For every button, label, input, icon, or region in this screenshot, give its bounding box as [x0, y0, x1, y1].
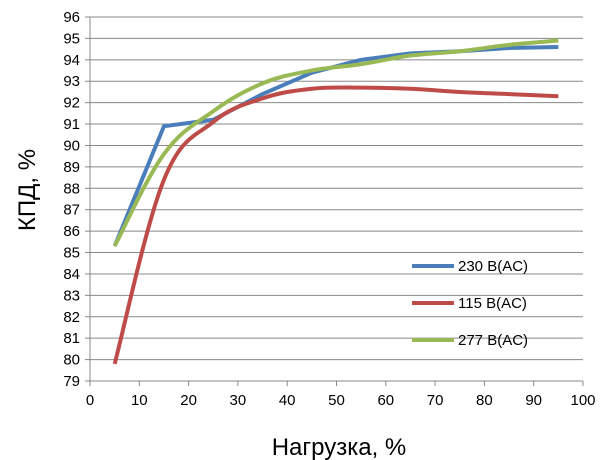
y-tick-label: 94	[63, 52, 80, 69]
x-tick-label: 100	[570, 392, 595, 409]
y-tick-labels: 79 80 81 82 83 84 85 86 87 88 89 90 91 92 93 94 95 96	[63, 9, 80, 390]
y-tick-label: 89	[63, 159, 80, 176]
x-tick-label: 90	[525, 392, 542, 409]
series-lines	[112, 38, 559, 365]
y-axis-title: КПД, %	[14, 149, 41, 231]
y-tick-label: 83	[63, 287, 80, 304]
legend-label-2: 277 В(AC)	[458, 332, 528, 349]
legend-label-0: 230 В(AC)	[458, 258, 528, 275]
y-tick-label: 82	[63, 309, 80, 326]
legend-label-1: 115 В(AC)	[458, 295, 527, 312]
x-tick-label: 30	[230, 392, 247, 409]
x-tick-label: 80	[476, 392, 493, 409]
x-tick-label: 0	[86, 392, 94, 409]
y-tick-label: 87	[63, 202, 80, 219]
x-tick-labels: 0 10 20 30 40 50 60 70 80 90 100	[86, 392, 596, 409]
y-tick-label: 80	[63, 352, 80, 369]
series-line-2	[112, 38, 559, 248]
axes	[85, 16, 584, 386]
legend: 230 В(AC) 115 В(AC) 277 В(AC)	[412, 258, 528, 349]
y-tick-label: 92	[63, 95, 80, 112]
y-tick-label: 81	[63, 330, 80, 347]
y-tick-label: 91	[63, 116, 80, 133]
x-tick-label: 50	[328, 392, 345, 409]
x-tick-label: 10	[131, 392, 148, 409]
y-tick-label: 85	[63, 245, 80, 262]
y-tick-label: 86	[63, 223, 80, 240]
x-tick-label: 40	[279, 392, 296, 409]
y-tick-label: 95	[63, 30, 80, 47]
x-tick-label: 70	[427, 392, 444, 409]
y-tick-label: 79	[63, 373, 80, 390]
y-tick-label: 93	[63, 73, 80, 90]
y-tick-label: 96	[63, 9, 80, 26]
y-tick-label: 88	[63, 180, 80, 197]
y-tick-label: 84	[63, 266, 80, 283]
x-tick-label: 20	[180, 392, 197, 409]
x-axis-title: Нагрузка, %	[272, 434, 407, 460]
x-tick-label: 60	[377, 392, 394, 409]
series-line-1	[112, 85, 559, 365]
y-tick-label: 90	[63, 137, 80, 154]
